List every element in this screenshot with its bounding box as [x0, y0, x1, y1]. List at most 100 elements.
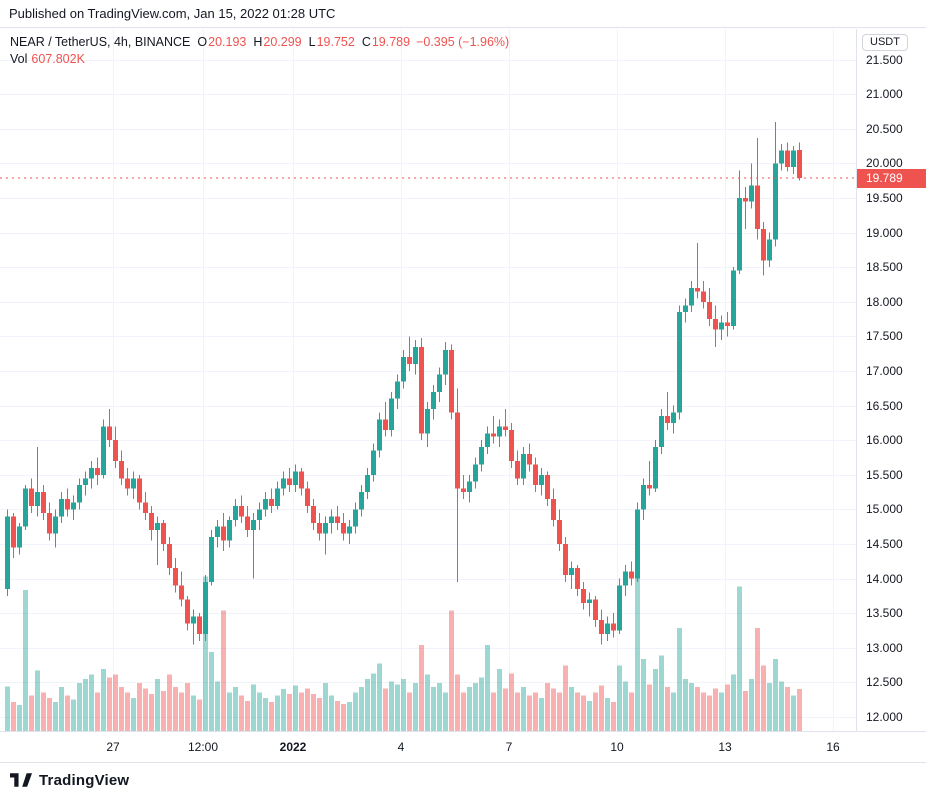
chart-plot-area[interactable]: NEAR / TetherUS, 4h, BINANCE O20.193 H20.2… — [0, 29, 856, 731]
candle — [353, 502, 358, 534]
change-value: −0.395 (−1.96%) — [416, 35, 510, 49]
candlestick-chart[interactable] — [0, 29, 856, 731]
candle — [293, 464, 298, 493]
volume-bar — [353, 692, 358, 731]
time-axis-label: 27 — [106, 740, 120, 754]
volume-bar — [509, 673, 514, 731]
candle — [761, 222, 766, 276]
volume-bar — [239, 695, 244, 731]
tradingview-logo-icon[interactable] — [10, 773, 32, 787]
published-bar: Published on TradingView.com, Jan 15, 20… — [0, 0, 926, 28]
volume-bars — [5, 566, 802, 731]
volume-bar — [131, 698, 136, 731]
volume-bar — [227, 692, 232, 731]
price-axis-label: 20.500 — [866, 121, 903, 136]
candle — [713, 305, 718, 347]
time-axis[interactable]: 27 12:00 2022 4 7 10 13 16 — [0, 731, 926, 762]
volume-bar — [635, 566, 640, 731]
candle — [215, 519, 220, 548]
volume-bar — [593, 692, 598, 731]
candle — [263, 492, 268, 517]
volume-bar — [533, 692, 538, 731]
time-axis-label: 12:00 — [187, 740, 219, 754]
candle — [347, 519, 352, 544]
volume-bar — [425, 674, 430, 731]
volume-bar — [797, 689, 802, 731]
candle — [773, 121, 778, 247]
candle — [47, 502, 52, 541]
candle — [269, 488, 274, 513]
volume-bar — [167, 674, 172, 731]
symbol-title[interactable]: NEAR / TetherUS, 4h, BINANCE — [10, 35, 191, 49]
volume-bar — [791, 695, 796, 731]
volume-bar — [449, 610, 454, 731]
candle — [197, 613, 202, 641]
volume-bar — [743, 691, 748, 731]
candle — [695, 242, 700, 299]
candle — [599, 609, 604, 645]
candle — [359, 485, 364, 517]
candle — [89, 460, 94, 489]
price-axis-label: 16.500 — [866, 398, 903, 413]
price-axis-label: 21.500 — [866, 52, 903, 67]
volume-bar — [779, 681, 784, 731]
ohlc-key: H — [253, 35, 263, 49]
candle — [437, 367, 442, 403]
candle — [707, 287, 712, 327]
candle — [41, 485, 46, 520]
volume-bar — [695, 687, 700, 731]
candle — [509, 422, 514, 468]
tradingview-wordmark[interactable]: TradingView — [39, 771, 130, 789]
candle — [545, 471, 550, 506]
volume-bar — [731, 674, 736, 731]
volume-bar — [587, 700, 592, 731]
legend-row-volume: Vol 607.802K — [10, 51, 509, 68]
volume-bar — [125, 692, 130, 731]
volume-bar — [413, 682, 418, 731]
volume-bar — [203, 576, 208, 731]
footer-bar: TradingView — [0, 762, 926, 797]
volume-bar — [53, 702, 58, 731]
candle — [605, 616, 610, 641]
volume-bar — [35, 670, 40, 731]
volume-bar — [401, 678, 406, 731]
candle — [665, 391, 670, 430]
volume-bar — [233, 687, 238, 731]
volume-bar — [671, 692, 676, 731]
candle — [221, 512, 226, 551]
candle — [155, 516, 160, 565]
volume-bar — [431, 687, 436, 731]
volume-bar — [137, 682, 142, 731]
volume-bar — [581, 695, 586, 731]
ohlc-value: 19.752 — [316, 35, 355, 49]
volume-bar — [479, 677, 484, 731]
candle — [641, 478, 646, 520]
volume-bar — [305, 688, 310, 731]
candle — [365, 467, 370, 500]
volume-bar — [185, 682, 190, 731]
volume-bar — [41, 692, 46, 731]
volume-bar — [701, 692, 706, 731]
volume-bar — [83, 678, 88, 731]
candle — [323, 516, 328, 555]
volume-bar — [563, 665, 568, 731]
candle — [113, 426, 118, 468]
volume-bar — [653, 669, 658, 731]
candle — [557, 509, 562, 551]
volume-bar — [569, 687, 574, 731]
candle — [179, 571, 184, 607]
volume-bar — [263, 698, 268, 731]
volume-bar — [725, 684, 730, 731]
candle — [455, 388, 460, 583]
candle — [617, 578, 622, 634]
currency-unit-badge[interactable]: USDT — [862, 34, 908, 51]
candle — [677, 305, 682, 420]
volume-bar — [437, 682, 442, 731]
price-axis-label: 18.500 — [866, 260, 903, 275]
volume-bar — [65, 695, 70, 731]
candle — [11, 512, 16, 558]
price-axis[interactable]: USDT 19.789 21.500 21.000 20.500 20.000 19.5… — [856, 29, 926, 762]
volume-bar — [155, 678, 160, 731]
candle — [533, 457, 538, 493]
candle — [719, 315, 724, 340]
